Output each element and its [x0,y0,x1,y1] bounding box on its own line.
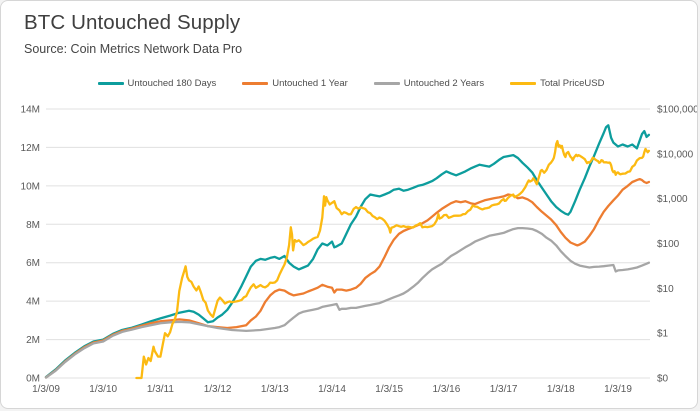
x-axis-tick-label: 1/3/13 [261,384,289,395]
legend-line-swatch-gray [373,82,400,85]
left-axis-tick-label: 12M [21,143,40,154]
right-axis-tick-label: $100 [657,239,680,250]
chart-legend: Untouched 180 Days Untouched 1 Year Unto… [1,78,697,89]
x-axis-tick-label: 1/3/18 [547,384,575,395]
x-axis-tick-label: 1/3/19 [604,384,632,395]
series-line-total-priceusd [135,139,651,380]
legend-label: Total PriceUSD [540,78,605,89]
left-axis-tick-label: 2M [26,335,40,346]
legend-line-swatch-gold [510,82,537,85]
legend-item-untouched-1-year: Untouched 1 Year [242,78,348,89]
right-axis-tick-label: $10,000 [657,149,694,160]
left-axis-tick-label: 8M [26,220,40,231]
x-axis-tick-label: 1/3/17 [490,384,518,395]
chart-title: BTC Untouched Supply [24,11,241,34]
series-line-untouched-180-days [44,124,651,379]
right-axis-tick-label: $10 [657,284,674,295]
chart-source-subtitle: Source: Coin Metrics Network Data Pro [24,42,243,56]
legend-item-untouched-180-days: Untouched 180 Days [97,78,217,89]
left-axis-tick-label: 14M [21,105,40,116]
legend-label: Untouched 2 Years [403,78,485,89]
x-axis-tick-label: 1/3/10 [89,384,117,395]
left-axis-tick-label: 4M [26,297,40,308]
x-axis-tick-label: 1/3/15 [375,384,403,395]
legend-item-total-priceusd: Total PriceUSD [510,78,605,89]
series-line-untouched-2-years [44,226,651,379]
x-axis-tick-label: 1/3/11 [147,384,174,395]
left-axis-tick-label: 10M [21,181,40,192]
right-axis-tick-label: $0 [657,374,669,385]
legend-label: Untouched 1 Year [272,78,348,89]
x-axis-tick-label: 1/3/12 [204,384,232,395]
right-axis-tick-label: $1 [657,329,669,340]
x-axis-tick-label: 1/3/16 [432,384,460,395]
left-axis-tick-label: 0M [26,374,40,385]
legend-label: Untouched 180 Days [127,78,217,89]
legend-line-swatch-teal [97,82,124,85]
right-axis-tick-label: $100,000 [657,105,698,116]
left-axis-tick-label: 6M [26,258,40,269]
legend-line-swatch-orange [242,82,269,85]
right-axis-tick-label: $1,000 [657,194,688,205]
x-axis-tick-label: 1/3/09 [32,384,60,395]
legend-item-untouched-2-years: Untouched 2 Years [373,78,485,89]
x-axis-tick-label: 1/3/14 [318,384,346,395]
